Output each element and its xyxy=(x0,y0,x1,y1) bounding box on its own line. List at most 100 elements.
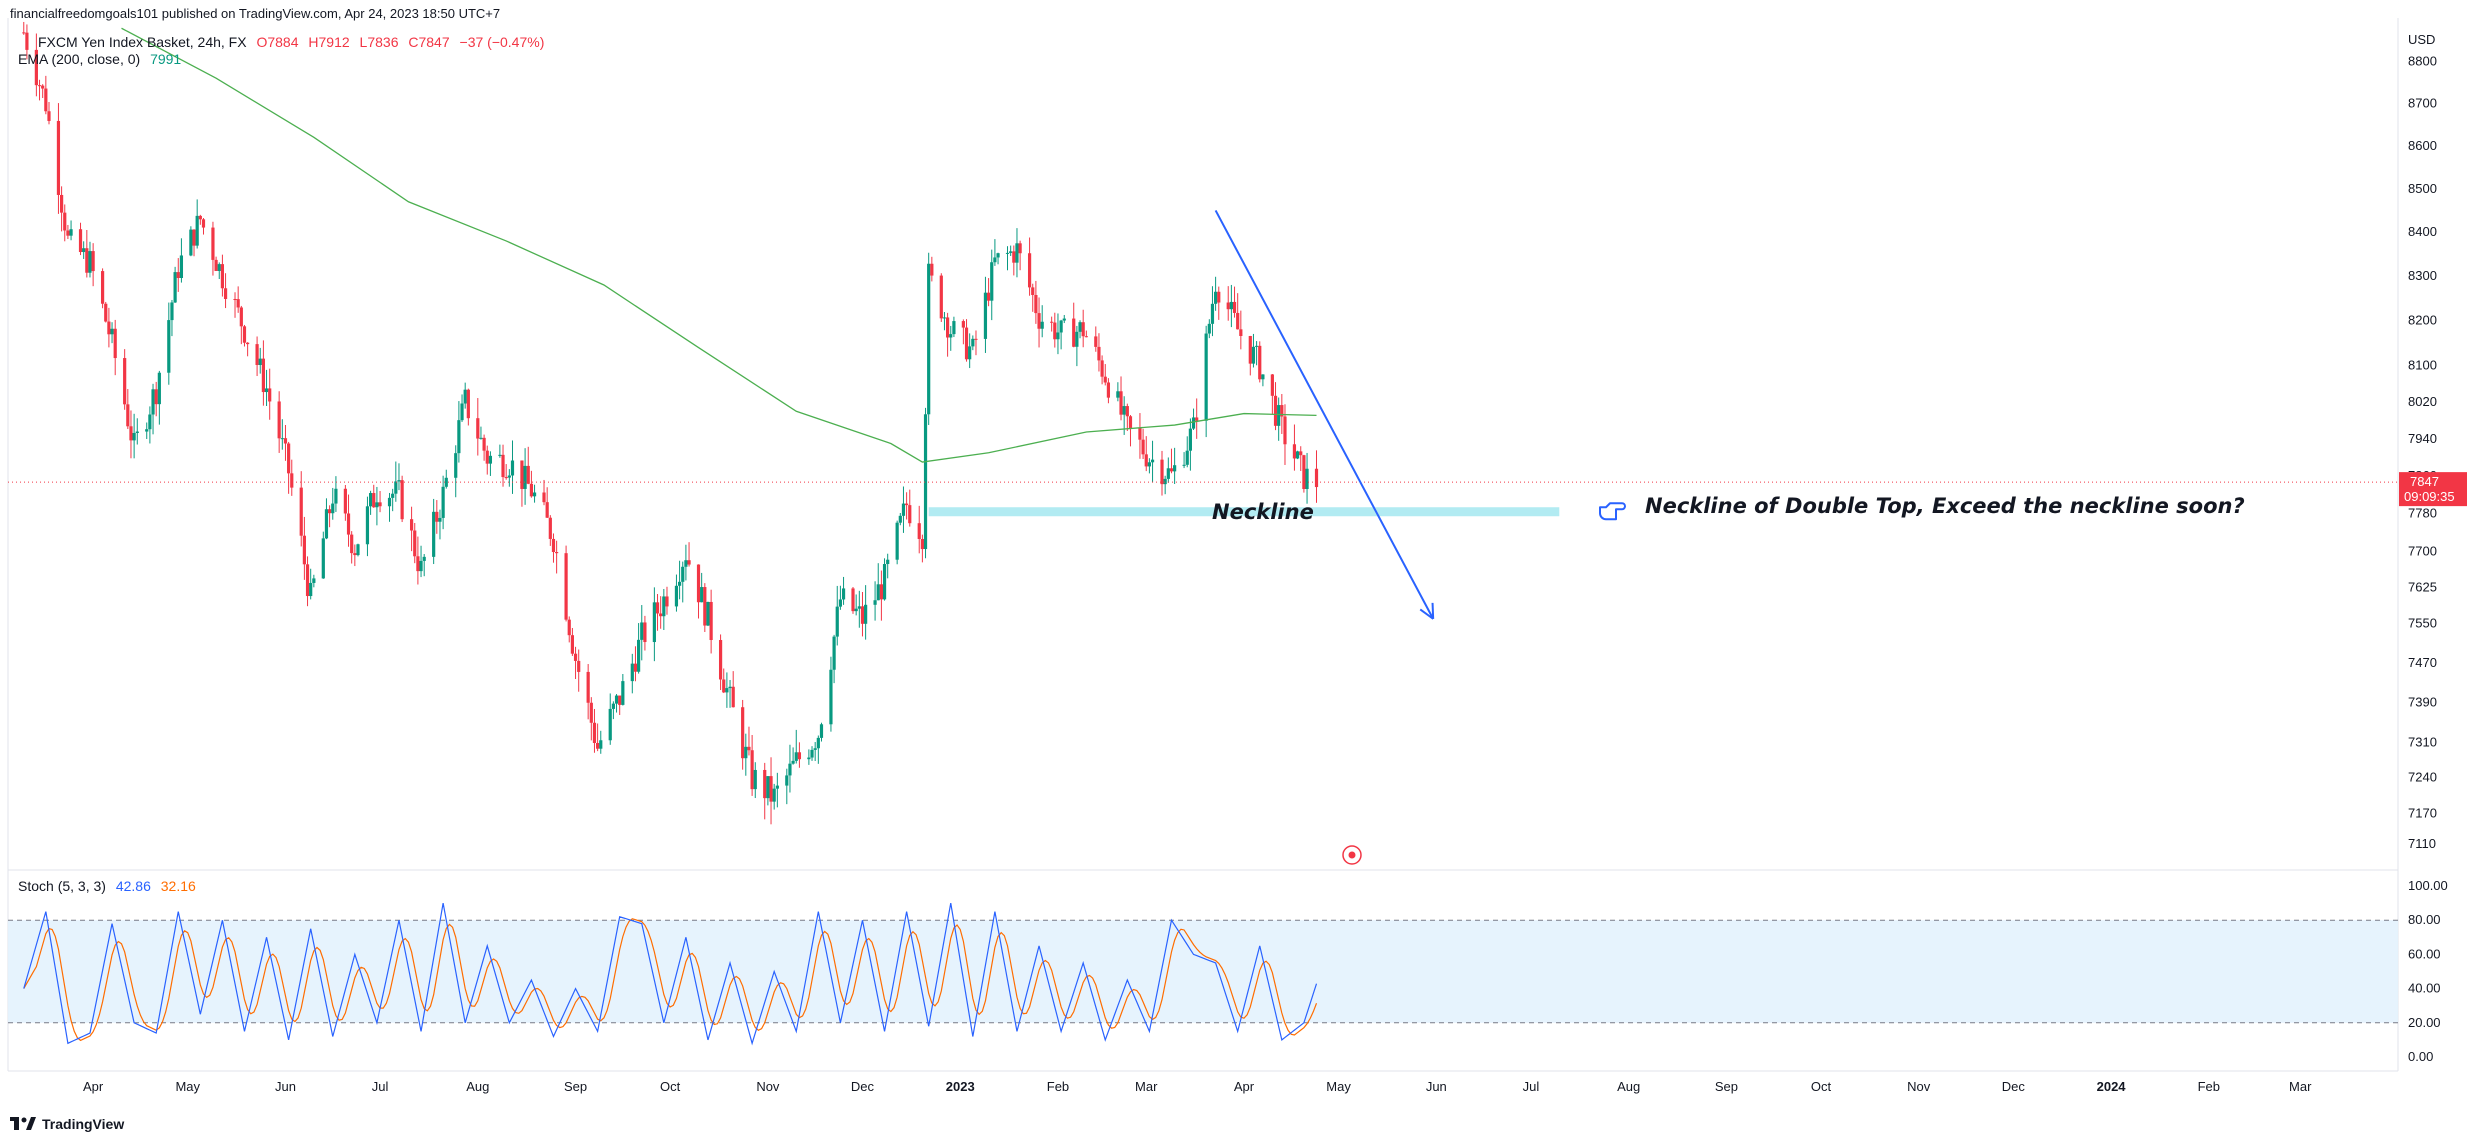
candle-body xyxy=(807,757,811,760)
candle-body xyxy=(949,334,953,338)
symbol-title[interactable]: FXCM Yen Index Basket, 24h, FX xyxy=(38,34,247,50)
candle-body xyxy=(242,326,247,343)
target-ring xyxy=(1342,845,1362,865)
time-tick-label: Oct xyxy=(1811,1079,1832,1094)
candle-body xyxy=(400,480,404,520)
candle-body xyxy=(731,686,735,708)
candle-body xyxy=(608,708,612,741)
time-tick-label: Dec xyxy=(2002,1079,2026,1094)
candle-body xyxy=(728,686,732,689)
candle-body xyxy=(1163,478,1167,485)
candle-body xyxy=(246,342,250,345)
candle-body xyxy=(1119,391,1123,415)
candle-body xyxy=(741,707,745,759)
candle-body xyxy=(1128,416,1133,428)
price-tick-label: 7170 xyxy=(2408,805,2437,820)
candle-body xyxy=(596,742,600,749)
candle-body xyxy=(438,517,442,522)
candle-body xyxy=(725,688,729,693)
time-tick-label: Dec xyxy=(851,1079,875,1094)
candle-body xyxy=(66,230,70,236)
time-tick-label: Sep xyxy=(564,1079,587,1094)
candle-body xyxy=(126,404,130,427)
price-tick-label: 7390 xyxy=(2408,694,2437,709)
ema-label: EMA (200, close, 0) xyxy=(18,51,141,67)
candle-body xyxy=(378,502,382,507)
candle-body xyxy=(747,746,751,751)
candle-body xyxy=(460,403,464,421)
candle-body xyxy=(930,263,934,276)
candle-body xyxy=(422,556,426,561)
candle-body xyxy=(766,776,770,799)
candle-body xyxy=(1160,459,1164,485)
candle-body xyxy=(1059,320,1063,333)
candle-body xyxy=(368,493,373,507)
candle-body xyxy=(268,388,272,402)
price-tick-label: 8600 xyxy=(2408,138,2437,153)
tradingview-logo-icon xyxy=(10,1117,36,1130)
stoch-tick-label: 0.00 xyxy=(2408,1049,2433,1064)
candle-body xyxy=(264,388,269,393)
candle-body xyxy=(577,660,581,672)
candle-body xyxy=(592,722,597,743)
ohlc-open: O7884 xyxy=(256,34,299,50)
time-tick-label: Aug xyxy=(1617,1079,1640,1094)
stoch-tick-label: 40.00 xyxy=(2408,981,2441,996)
candle-body xyxy=(923,414,928,550)
candle-body xyxy=(179,255,184,279)
stoch-d-value: 32.16 xyxy=(160,878,196,894)
tradingview-brand[interactable]: TradingView xyxy=(10,1116,124,1132)
last-price-value: 7847 xyxy=(2410,474,2439,489)
price-axis[interactable]: 8800 8700 8600 8500 8400 8300 8200 8100 8020 7940… xyxy=(2408,53,2437,851)
stoch-legend[interactable]: Stoch (5, 3, 3) 42.86 32.16 xyxy=(18,878,202,894)
candle-body xyxy=(555,552,559,554)
candle-body xyxy=(744,746,748,759)
candle-body xyxy=(334,488,338,504)
candle-body xyxy=(618,695,622,705)
time-tick-label: Feb xyxy=(2198,1079,2220,1094)
ema-legend[interactable]: EMA (200, close, 0) 7991 xyxy=(18,51,187,67)
candle-body xyxy=(722,679,726,693)
candle-body xyxy=(1248,335,1252,364)
candle-body xyxy=(763,769,767,799)
candle-body xyxy=(198,215,202,220)
candle-body xyxy=(432,511,436,557)
candle-body xyxy=(750,750,754,790)
candle-body xyxy=(700,587,704,603)
price-tick-label: 8400 xyxy=(2408,224,2437,239)
candle-body xyxy=(1217,291,1221,303)
candle-body xyxy=(488,455,493,464)
time-tick-label: Mar xyxy=(1135,1079,1158,1094)
candle-body xyxy=(564,553,568,620)
candle-body xyxy=(454,453,458,478)
candle-body xyxy=(1078,322,1082,332)
candle-body xyxy=(1195,417,1199,421)
time-tick-label: Apr xyxy=(1234,1079,1255,1094)
candle-body xyxy=(167,320,171,373)
time-axis[interactable]: Apr May Jun Jul Aug Sep Oct Nov Dec 2023 Feb Mar Apr… xyxy=(83,1079,2312,1094)
candle-body xyxy=(47,111,51,121)
time-tick-label: Mar xyxy=(2289,1079,2312,1094)
candle-body xyxy=(476,418,480,439)
candle-body xyxy=(129,426,133,441)
candle-body xyxy=(1210,303,1215,324)
candle-body xyxy=(305,564,310,597)
stoch-series xyxy=(23,902,1318,1046)
candle-body xyxy=(652,602,656,643)
target-marker-icon[interactable] xyxy=(1342,845,1362,865)
candle-body xyxy=(195,215,199,246)
candle-body xyxy=(586,671,590,703)
candle-body xyxy=(813,748,817,750)
candle-body xyxy=(637,639,641,672)
candle-body xyxy=(394,481,398,494)
candle-body xyxy=(986,292,991,301)
candle-body xyxy=(85,248,89,273)
candle-body xyxy=(917,523,921,539)
price-tick-label: 7240 xyxy=(2408,770,2437,785)
drawings-layer xyxy=(8,209,2398,620)
candle-body xyxy=(659,613,663,617)
stoch-axis[interactable]: 100.00 80.00 60.00 40.00 20.00 0.00 xyxy=(2408,878,2448,1064)
price-tick-label: 8020 xyxy=(2408,394,2437,409)
candle-body xyxy=(920,538,924,550)
